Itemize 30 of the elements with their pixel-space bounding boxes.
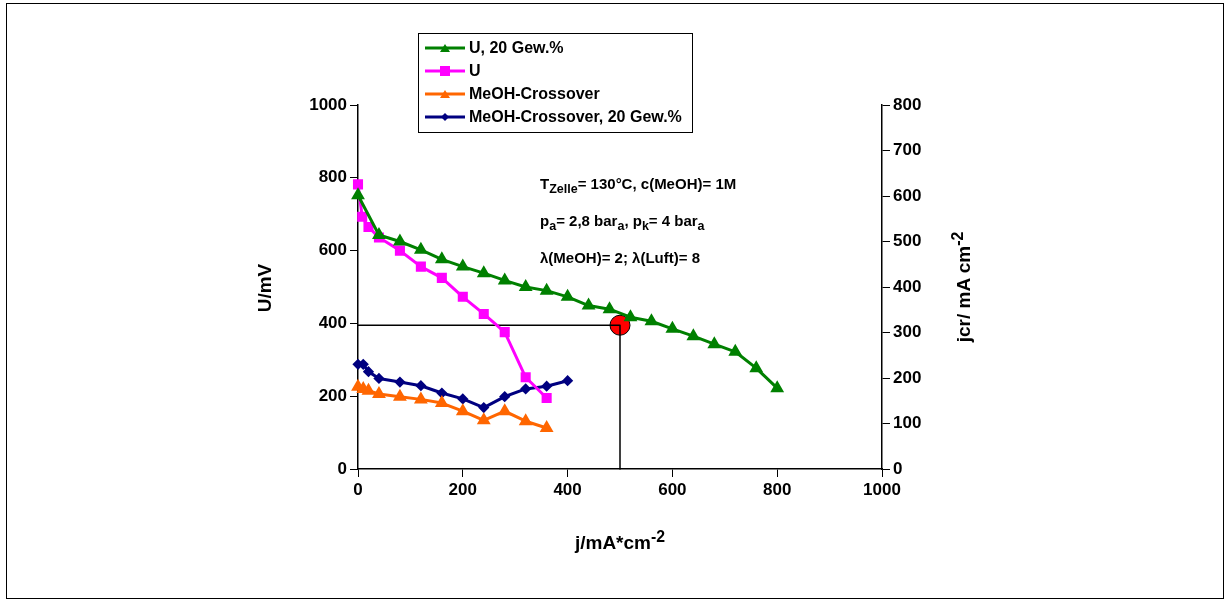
x-tick-label: 600 <box>658 479 687 499</box>
y-tick-label: 400 <box>318 313 347 333</box>
y-axis-title: U/mV <box>254 263 276 313</box>
x-axis-title: j/mA*cm$^{-2}$ <box>574 528 666 555</box>
y-tick-label: 1000 <box>309 94 347 114</box>
legend-label: U, 20 Gew.% <box>469 38 564 57</box>
legend-label: MeOH-Crossover, 20 Gew.% <box>469 107 682 126</box>
annotation: λ(MeOH)= 2; λ(Luft)= 8 <box>540 248 702 268</box>
y-tick-label: 600 <box>318 240 347 260</box>
x-tick-label: 200 <box>448 479 477 499</box>
legend-label: MeOH-Crossover <box>469 84 600 103</box>
y2-tick-label: 800 <box>893 94 922 114</box>
x-tick-label: 1000 <box>863 479 901 499</box>
legend-label: U <box>469 61 481 80</box>
y2-tick-label: 600 <box>893 185 922 205</box>
y-tick-label: 0 <box>337 458 347 478</box>
y2-tick-label: 500 <box>893 231 922 251</box>
x-tick-label: 0 <box>353 479 363 499</box>
annotation: p$_{a}$= 2,8 bar$_{a}$, p$_{k}$= 4 bar$_{a}$ <box>540 211 706 235</box>
y2-tick-label: 200 <box>893 367 922 387</box>
x-tick-label: 400 <box>553 479 582 499</box>
y2-tick-label: 700 <box>893 140 922 160</box>
y-tick-label: 200 <box>318 385 347 405</box>
y2-tick-label: 300 <box>893 322 922 342</box>
x-tick-label: 800 <box>763 479 792 499</box>
y2-tick-label: 0 <box>893 458 903 478</box>
annotation: T$_{Zelle}$= 130°C, c(MeOH)= 1M <box>540 174 737 198</box>
y2-tick-label: 100 <box>893 413 922 433</box>
y-tick-label: 800 <box>318 167 347 187</box>
y2-tick-label: 400 <box>893 276 922 296</box>
